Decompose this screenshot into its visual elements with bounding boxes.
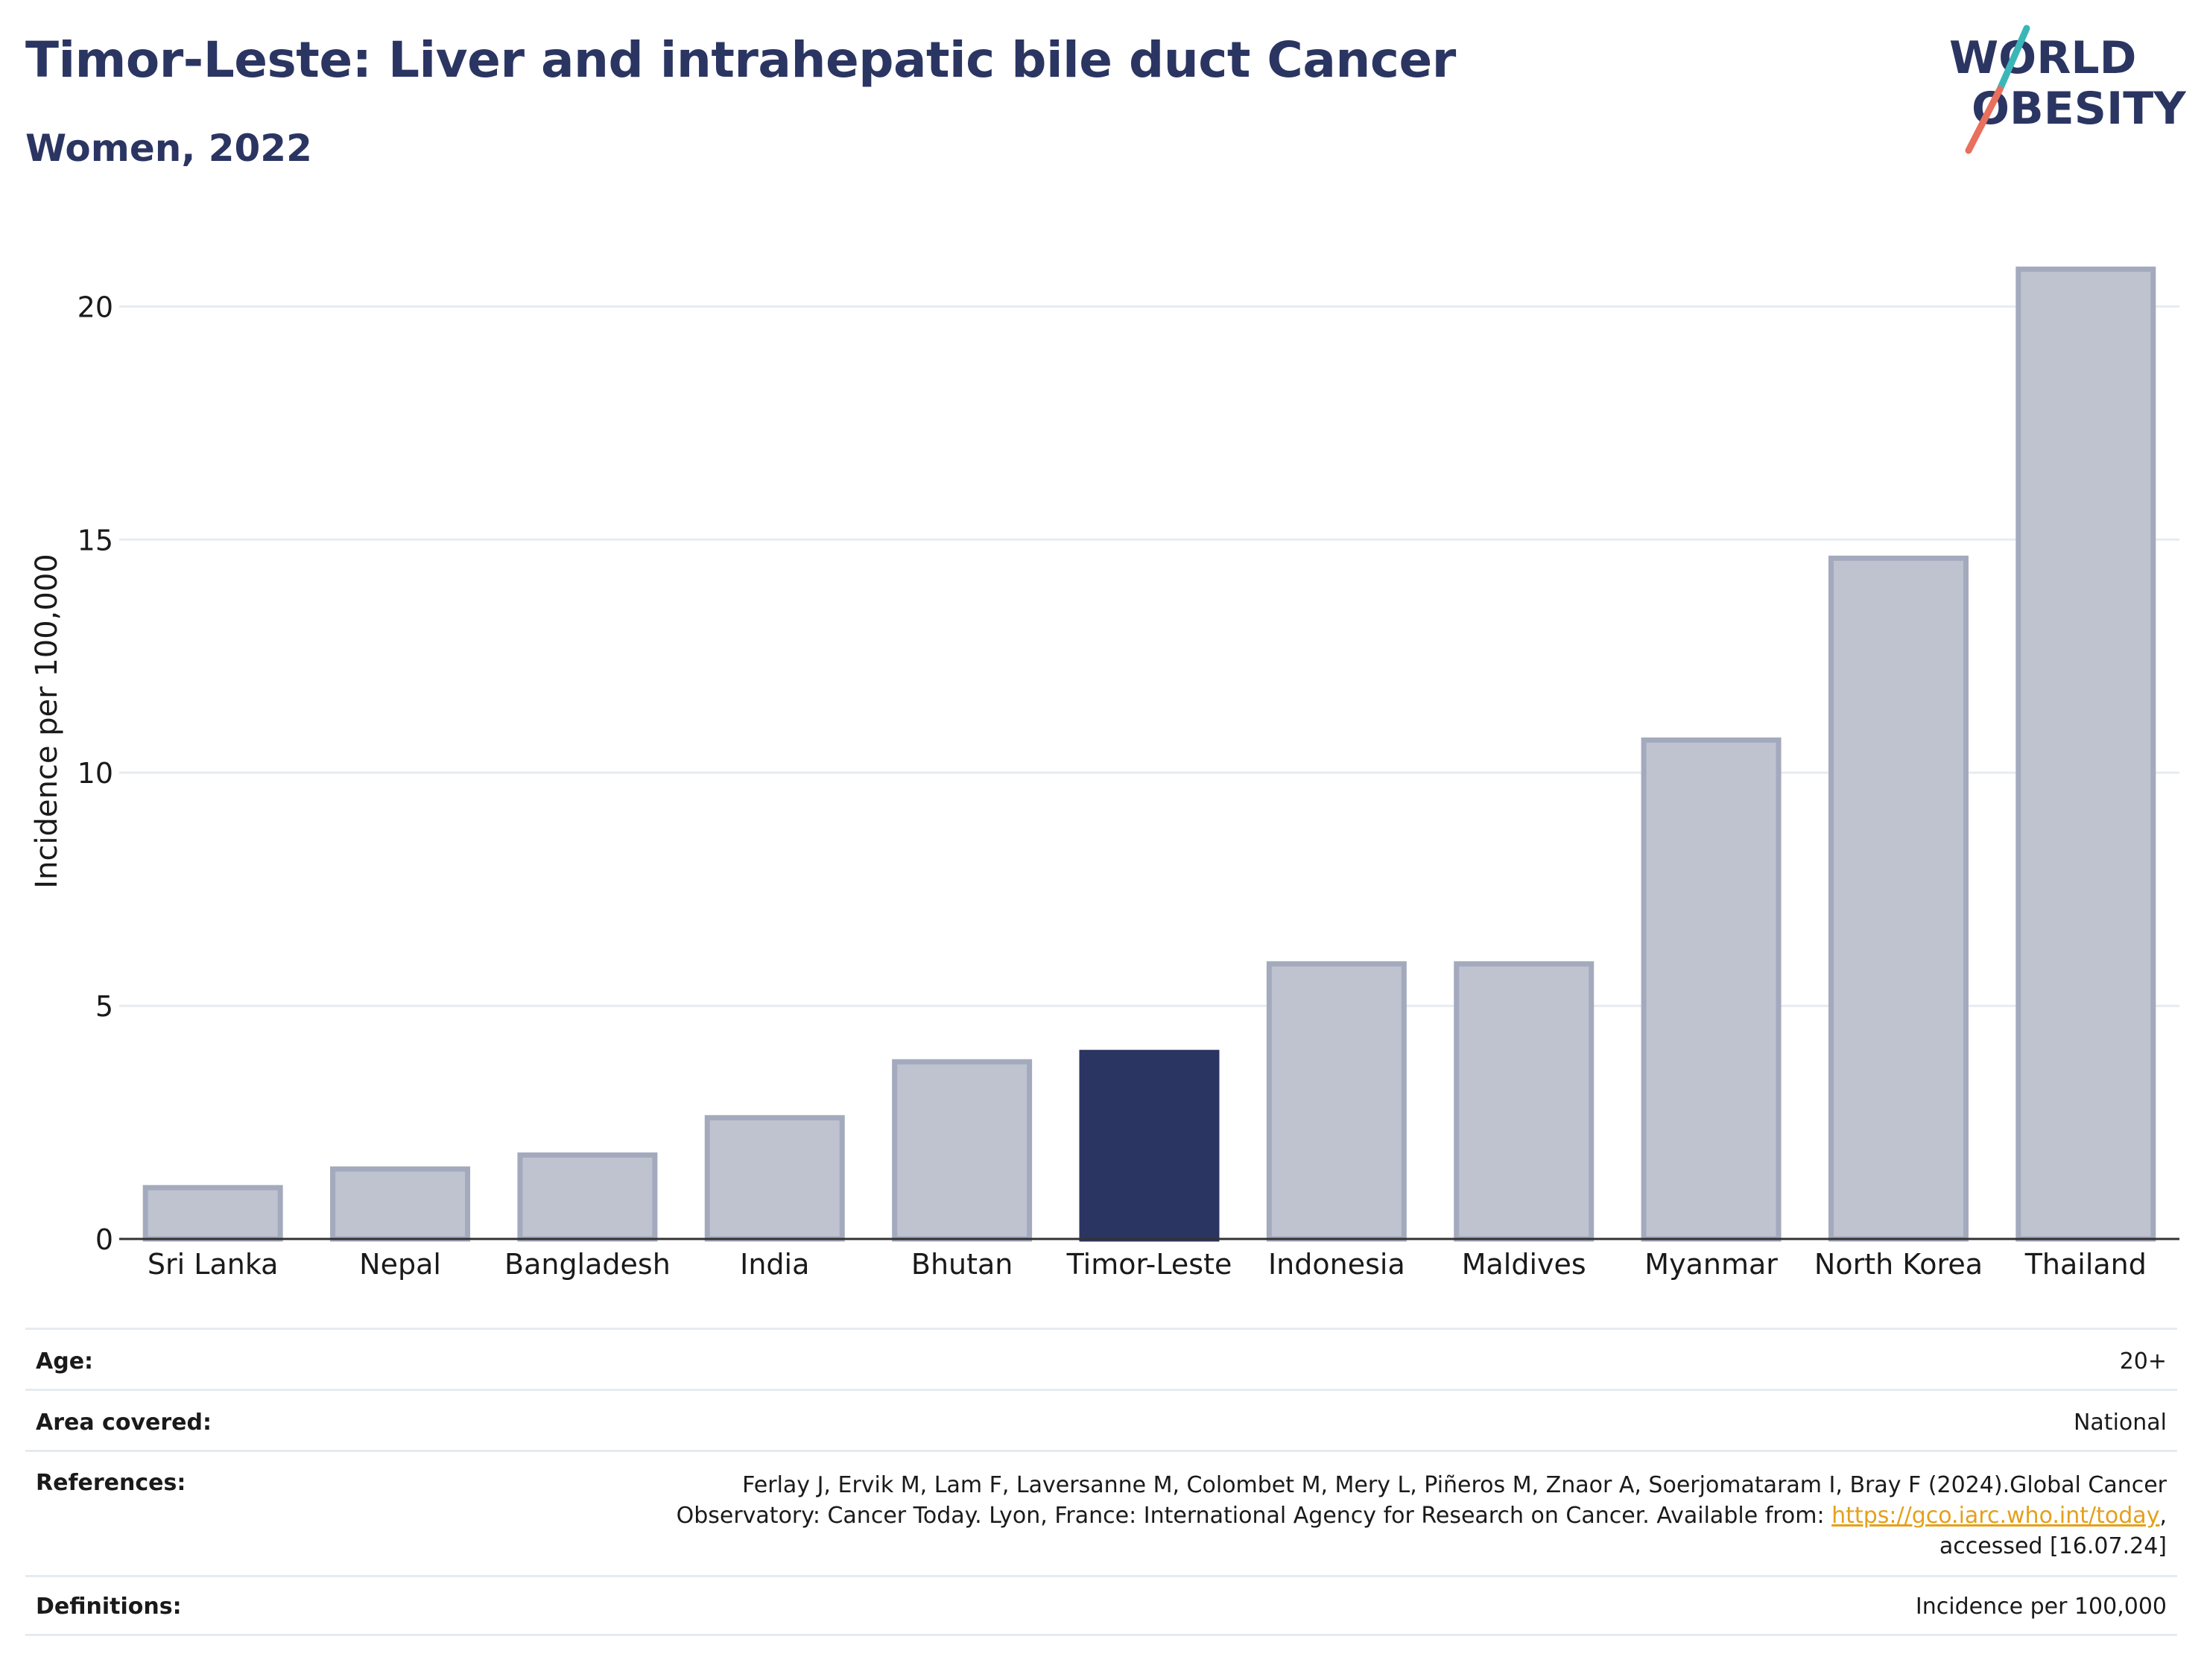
x-tick-label: Myanmar: [1644, 1248, 1778, 1281]
x-tick-label: Bangladesh: [504, 1248, 671, 1281]
y-tick-label: 0: [95, 1223, 113, 1256]
x-tick-label: Indonesia: [1268, 1248, 1405, 1281]
x-axis-ticks: Sri Lanka Nepal Bangladesh India Bhutan Timor…: [148, 1248, 2147, 1281]
world-obesity-logo: WORLD OBESITY: [1949, 25, 2187, 154]
bar-sri-lanka: [142, 1185, 283, 1242]
references-line-3: accessed [16.07.24]: [1939, 1533, 2167, 1559]
bar-north-korea: [1828, 555, 1969, 1242]
definitions-label: Definitions:: [36, 1594, 182, 1620]
y-axis-label: Incidence per 100,000: [30, 554, 64, 889]
bar-nepal: [330, 1166, 471, 1242]
references-value: Ferlay J, Ervik M, Lam F, Laversanne M, …: [677, 1470, 2167, 1562]
references-line-2: Observatory: Cancer Today. Lyon, France:…: [677, 1500, 2167, 1531]
y-tick-label: 5: [95, 990, 113, 1023]
bar-myanmar: [1641, 737, 1782, 1242]
y-tick-label: 15: [77, 524, 113, 557]
meta-row-age: Age: 20+: [25, 1328, 2177, 1389]
bar-bangladesh: [517, 1152, 658, 1242]
x-tick-label: Bhutan: [911, 1248, 1013, 1281]
logo-text-obesity: OBESITY: [1972, 83, 2187, 135]
definitions-value: Incidence per 100,000: [1915, 1594, 2167, 1620]
references-line-1: Ferlay J, Ervik M, Lam F, Laversanne M, …: [742, 1472, 2167, 1498]
x-tick-label: Sri Lanka: [148, 1248, 279, 1281]
meta-row-area: Area covered: National: [25, 1389, 2177, 1450]
y-axis-ticks: 0 5 10 15 20: [77, 291, 113, 1256]
logo-slash-bottom: [1965, 86, 2004, 154]
x-tick-label: Nepal: [359, 1248, 441, 1281]
chart-subtitle: Women, 2022: [25, 127, 312, 170]
meta-row-definitions: Definitions: Incidence per 100,000: [25, 1575, 2177, 1636]
bar-timor-leste: [1079, 1050, 1220, 1242]
meta-row-references: References: Ferlay J, Ervik M, Lam F, La…: [25, 1450, 2177, 1575]
bar-indonesia: [1266, 961, 1407, 1242]
references-line-2-text: Observatory: Cancer Today. Lyon, France:…: [676, 1503, 1832, 1529]
x-tick-label: Timor-Leste: [1066, 1248, 1232, 1281]
references-line-2-end: ,: [2159, 1503, 2167, 1529]
x-tick-label: Thailand: [2024, 1248, 2147, 1281]
references-link[interactable]: https://gco.iarc.who.int/today: [1831, 1503, 2160, 1529]
logo-text-world: WORLD: [1949, 32, 2136, 84]
metadata-table: Age: 20+ Area covered: National Referenc…: [25, 1328, 2177, 1636]
y-tick-label: 20: [77, 291, 113, 323]
bar-india: [704, 1115, 845, 1242]
x-tick-label: North Korea: [1814, 1248, 1983, 1281]
bar-thailand: [2015, 266, 2156, 1242]
chart-title: Timor-Leste: Liver and intrahepatic bile…: [25, 31, 1456, 89]
area-label: Area covered:: [36, 1410, 212, 1436]
logo-slash-top: [1996, 25, 2030, 93]
bars: [142, 266, 2156, 1242]
age-label: Age:: [36, 1348, 94, 1375]
y-tick-label: 10: [77, 757, 113, 790]
x-tick-label: Maldives: [1462, 1248, 1586, 1281]
age-value: 20+: [2119, 1348, 2167, 1375]
bar-maldives: [1454, 961, 1595, 1242]
references-label: References:: [36, 1470, 186, 1496]
bar-chart: 0 5 10 15 20 Sri Lanka Nepal Bangladesh India Bh…: [30, 266, 2179, 1281]
bar-bhutan: [892, 1059, 1033, 1242]
x-tick-label: India: [740, 1248, 809, 1281]
area-value: National: [2073, 1410, 2167, 1436]
